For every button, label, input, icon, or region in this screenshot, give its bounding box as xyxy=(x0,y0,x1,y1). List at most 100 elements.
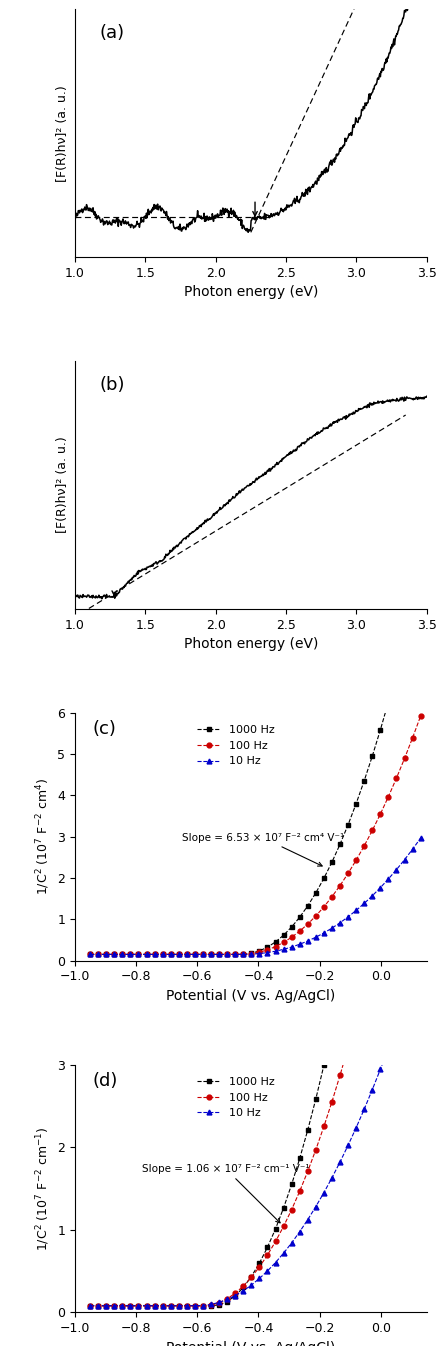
Line: 1000 Hz: 1000 Hz xyxy=(88,571,423,957)
1000 Hz xyxy=(337,983,343,999)
Legend: 1000 Hz, 100 Hz, 10 Hz: 1000 Hz, 100 Hz, 10 Hz xyxy=(193,721,279,771)
1000 Hz xyxy=(313,884,319,900)
100 Hz xyxy=(216,946,222,962)
100 Hz xyxy=(378,911,383,927)
1000 Hz xyxy=(103,1298,109,1314)
100 Hz xyxy=(313,907,319,923)
10 Hz xyxy=(184,1298,190,1314)
100 Hz xyxy=(136,1298,141,1314)
100 Hz xyxy=(128,1298,133,1314)
1000 Hz xyxy=(418,564,423,580)
10 Hz xyxy=(297,937,302,953)
1000 Hz xyxy=(402,583,407,599)
1000 Hz xyxy=(249,1268,254,1284)
1000 Hz xyxy=(345,817,351,833)
Y-axis label: 1/C$^2$ (10$^7$ F$^{-2}$ cm$^4$): 1/C$^2$ (10$^7$ F$^{-2}$ cm$^4$) xyxy=(34,778,51,895)
10 Hz xyxy=(112,946,117,962)
100 Hz xyxy=(168,946,173,962)
X-axis label: Photon energy (eV): Photon energy (eV) xyxy=(183,285,318,299)
1000 Hz xyxy=(200,946,205,962)
100 Hz xyxy=(273,1233,278,1249)
1000 Hz xyxy=(281,927,286,944)
10 Hz xyxy=(402,852,407,868)
10 Hz xyxy=(257,1271,262,1287)
1000 Hz xyxy=(305,898,311,914)
100 Hz xyxy=(386,789,391,805)
100 Hz xyxy=(224,946,230,962)
1000 Hz xyxy=(257,942,262,958)
1000 Hz xyxy=(410,599,415,615)
100 Hz xyxy=(281,934,286,950)
1000 Hz xyxy=(353,898,359,914)
1000 Hz xyxy=(103,946,109,962)
Y-axis label: [F(R)hν]² (a. u.): [F(R)hν]² (a. u.) xyxy=(56,436,69,533)
100 Hz xyxy=(362,837,367,853)
1000 Hz xyxy=(297,1151,302,1167)
100 Hz xyxy=(209,1298,214,1314)
100 Hz xyxy=(160,1298,165,1314)
100 Hz xyxy=(184,1298,190,1314)
10 Hz xyxy=(353,1120,359,1136)
10 Hz xyxy=(321,925,326,941)
10 Hz xyxy=(128,1298,133,1314)
1000 Hz xyxy=(321,870,326,886)
100 Hz xyxy=(233,1285,238,1302)
100 Hz xyxy=(144,946,149,962)
1000 Hz xyxy=(160,946,165,962)
1000 Hz xyxy=(386,697,391,713)
Text: Slope = 1.06 × 10⁷ F⁻² cm⁻¹ V⁻¹: Slope = 1.06 × 10⁷ F⁻² cm⁻¹ V⁻¹ xyxy=(142,1164,310,1222)
1000 Hz xyxy=(249,945,254,961)
10 Hz xyxy=(297,1224,302,1240)
1000 Hz xyxy=(152,1298,157,1314)
10 Hz xyxy=(184,946,190,962)
10 Hz xyxy=(265,1263,270,1279)
100 Hz xyxy=(112,1298,117,1314)
X-axis label: Photon energy (eV): Photon energy (eV) xyxy=(183,637,318,651)
1000 Hz xyxy=(370,748,375,765)
1000 Hz xyxy=(321,1057,326,1073)
100 Hz xyxy=(95,946,101,962)
100 Hz xyxy=(192,946,198,962)
10 Hz xyxy=(313,1198,319,1214)
1000 Hz xyxy=(233,946,238,962)
100 Hz xyxy=(305,1163,311,1179)
1000 Hz xyxy=(209,946,214,962)
Line: 10 Hz: 10 Hz xyxy=(88,836,423,957)
10 Hz xyxy=(265,945,270,961)
10 Hz xyxy=(370,888,375,905)
1000 Hz xyxy=(184,1298,190,1314)
10 Hz xyxy=(321,1184,326,1201)
1000 Hz xyxy=(273,1221,278,1237)
1000 Hz xyxy=(257,1254,262,1271)
100 Hz xyxy=(136,946,141,962)
1000 Hz xyxy=(168,1298,173,1314)
10 Hz xyxy=(281,941,286,957)
10 Hz xyxy=(281,1245,286,1261)
Text: (a): (a) xyxy=(99,24,125,42)
1000 Hz xyxy=(95,946,101,962)
1000 Hz xyxy=(128,1298,133,1314)
10 Hz xyxy=(273,944,278,960)
100 Hz xyxy=(345,1039,351,1055)
100 Hz xyxy=(281,1218,286,1234)
10 Hz xyxy=(224,1291,230,1307)
10 Hz xyxy=(136,946,141,962)
10 Hz xyxy=(410,970,415,987)
10 Hz xyxy=(370,1082,375,1098)
10 Hz xyxy=(144,1298,149,1314)
1000 Hz xyxy=(95,1298,101,1314)
1000 Hz xyxy=(112,1298,117,1314)
Text: (c): (c) xyxy=(92,720,116,739)
1000 Hz xyxy=(144,946,149,962)
Y-axis label: 1/C$^2$ (10$^7$ F$^{-2}$ cm$^{-1}$): 1/C$^2$ (10$^7$ F$^{-2}$ cm$^{-1}$) xyxy=(34,1127,51,1250)
100 Hz xyxy=(265,942,270,958)
10 Hz xyxy=(209,1296,214,1312)
100 Hz xyxy=(152,946,157,962)
10 Hz xyxy=(216,1295,222,1311)
100 Hz xyxy=(120,1298,125,1314)
10 Hz xyxy=(103,946,109,962)
10 Hz xyxy=(152,1298,157,1314)
100 Hz xyxy=(241,946,246,962)
1000 Hz xyxy=(394,664,399,680)
100 Hz xyxy=(88,1298,93,1314)
